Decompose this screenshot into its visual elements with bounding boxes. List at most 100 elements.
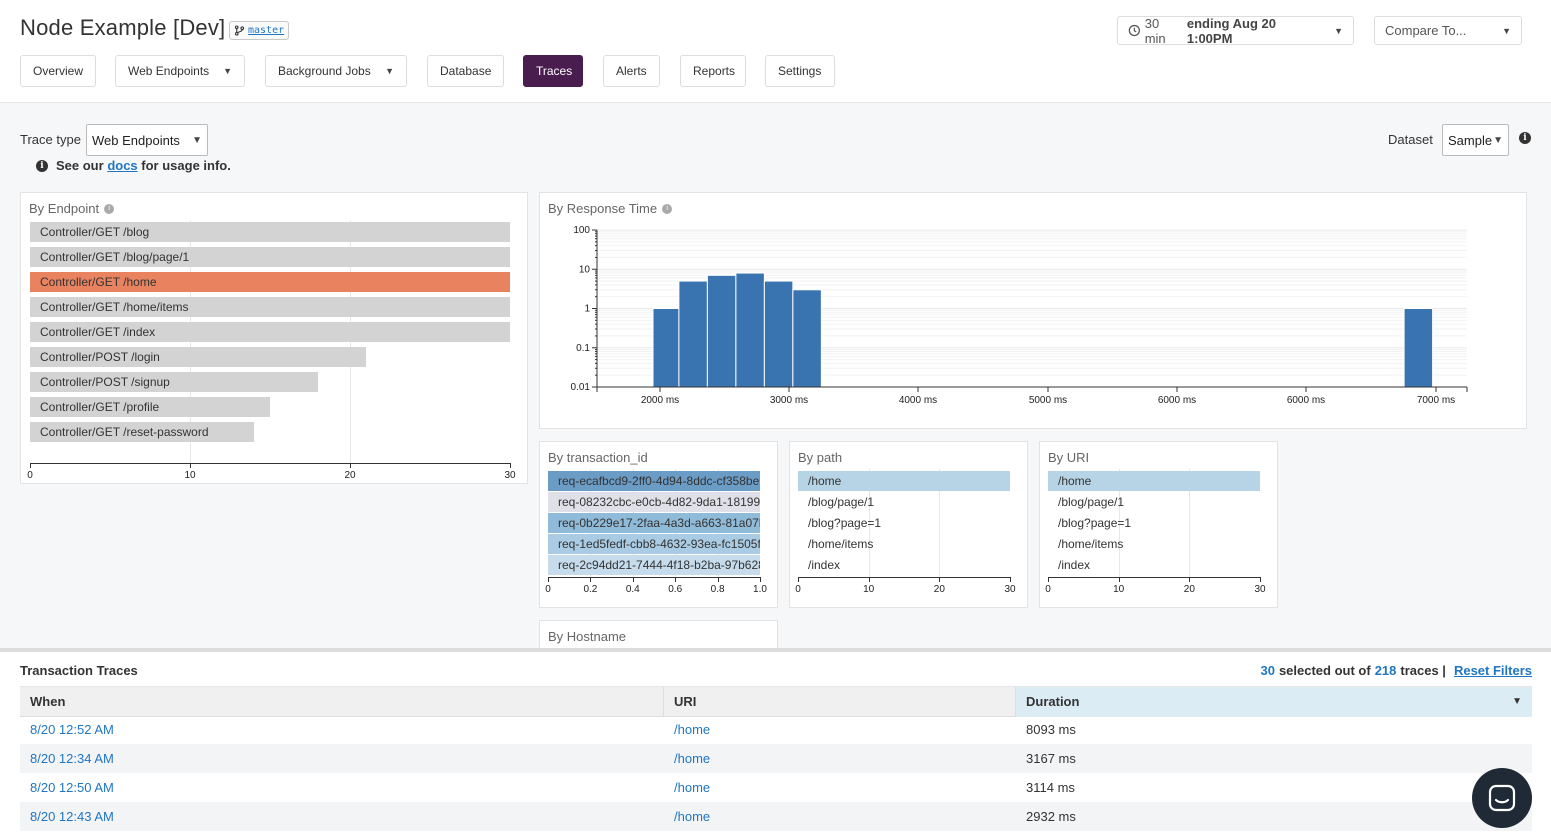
column-header-duration[interactable]: Duration ▼ <box>1016 687 1532 717</box>
histogram-bar[interactable] <box>706 274 737 388</box>
branch-badge[interactable]: master <box>229 21 290 40</box>
axis-tick-label: 10 <box>863 584 875 595</box>
sort-desc-icon: ▼ <box>1512 696 1522 707</box>
bar-item[interactable]: Controller/GET /index <box>30 322 510 342</box>
bar-item[interactable]: /blog/page/1 <box>808 495 875 509</box>
cell-when: 8/20 12:50 AM <box>20 773 114 802</box>
by-endpoint-panel: By Endpoint i 0 10 20 30 Controller/GET /blog… <box>20 192 528 484</box>
tab-settings[interactable]: Settings <box>765 55 835 87</box>
response-time-histogram[interactable]: 100 10 1 0.1 0.01 2000 ms 3000 ms 4000 ms 5000 m… <box>540 193 1526 428</box>
column-header-label: Duration <box>1026 694 1080 709</box>
histogram-bar[interactable] <box>763 280 794 388</box>
gridline <box>939 469 941 577</box>
info-icon[interactable]: i <box>662 203 673 214</box>
histogram-bar[interactable] <box>652 308 680 388</box>
bar-item[interactable]: Controller/GET /home <box>30 272 510 292</box>
compare-to-label: Compare To... <box>1385 23 1467 38</box>
table-row[interactable]: 8/20 12:34 AM/home 3167 ms <box>20 744 1532 773</box>
bar-item[interactable]: Controller/POST /login <box>30 347 366 367</box>
bar-item[interactable]: /home <box>1048 471 1260 491</box>
when-link[interactable]: 8/20 12:52 AM <box>30 722 114 737</box>
bar-item[interactable]: Controller/POST /signup <box>30 372 318 392</box>
chat-launcher-button[interactable] <box>1472 768 1532 828</box>
table-row[interactable]: 8/20 12:43 AM/home 2932 ms <box>20 802 1532 831</box>
bar-item[interactable]: /blog/page/1 <box>1058 495 1125 509</box>
bar-item[interactable]: Controller/GET /blog <box>30 222 510 242</box>
bar-item[interactable]: /index <box>1058 558 1091 572</box>
uri-link[interactable]: /home <box>674 809 711 824</box>
bar-item[interactable]: Controller/GET /home/items <box>30 297 510 317</box>
uri-link[interactable]: /home <box>674 722 711 737</box>
bar-item[interactable]: Controller/GET /reset-password <box>30 422 254 442</box>
panel-title: By Endpoint i <box>29 201 115 216</box>
bar-item[interactable]: /home/items <box>808 537 874 551</box>
x-tick-label: 6000 ms <box>1287 395 1325 406</box>
histogram-bar[interactable] <box>792 289 822 388</box>
compare-to-dropdown[interactable]: Compare To... ▼ <box>1374 16 1522 45</box>
histogram-bar[interactable] <box>735 272 765 388</box>
tab-overview[interactable]: Overview <box>20 55 96 87</box>
trace-type-select[interactable]: Web Endpoints ▼ <box>86 124 208 156</box>
bar-item[interactable]: /home/items <box>1058 537 1124 551</box>
axis-tick <box>30 463 31 468</box>
docs-link[interactable]: docs <box>107 158 138 173</box>
table-row[interactable]: 8/20 12:50 AM/home 3114 ms <box>20 773 1532 802</box>
uri-link[interactable]: /home <box>674 780 711 795</box>
dataset-select[interactable]: Sample ▼ <box>1442 124 1509 156</box>
axis-tick-label: 1.0 <box>753 584 767 595</box>
cell-when: 8/20 12:34 AM <box>20 744 114 773</box>
bar-item[interactable]: req-0b229e17-2faa-4a3d-a663-81a07b9 <box>548 513 760 533</box>
reset-filters-link[interactable]: Reset Filters <box>1453 663 1532 678</box>
when-link[interactable]: 8/20 12:50 AM <box>30 780 114 795</box>
tab-database[interactable]: Database <box>427 55 504 87</box>
tab-traces[interactable]: Traces <box>523 55 583 87</box>
branch-link[interactable]: master <box>248 25 285 36</box>
tab-alerts[interactable]: Alerts <box>603 55 660 87</box>
panel-title-text: By transaction_id <box>548 450 648 465</box>
bar-item[interactable]: Controller/GET /blog/page/1 <box>30 247 510 267</box>
axis-tick-label: 0 <box>795 584 801 595</box>
tab-label: Alerts <box>616 64 647 78</box>
when-link[interactable]: 8/20 12:43 AM <box>30 809 114 824</box>
bar-item[interactable]: /blog?page=1 <box>1058 516 1132 530</box>
axis-tick <box>760 577 761 582</box>
bar-item[interactable]: /index <box>808 558 841 572</box>
axis-tick-label: 20 <box>344 470 356 481</box>
chevron-down-icon: ▼ <box>192 134 202 146</box>
docs-prefix: See our <box>56 158 104 173</box>
info-icon: i <box>36 159 48 172</box>
cell-duration: 2932 ms <box>1026 809 1076 824</box>
axis-tick-label: 0.8 <box>710 584 725 595</box>
cell-duration: 3167 ms <box>1026 751 1076 766</box>
transaction-traces-section: Transaction Traces 30 selected out of 21… <box>0 648 1551 832</box>
bar-item[interactable]: req-2c94dd21-7444-4f18-b2ba-97b6281b <box>548 555 760 575</box>
x-axis <box>798 577 1010 578</box>
when-link[interactable]: 8/20 12:34 AM <box>30 751 114 766</box>
tab-web-endpoints[interactable]: Web Endpoints ▼ <box>115 55 245 87</box>
bar-item[interactable]: Controller/GET /profile <box>30 397 270 417</box>
time-range-picker[interactable]: 30 min ending Aug 20 1:00PM ▼ <box>1117 16 1354 46</box>
column-header-when[interactable]: When <box>20 687 664 717</box>
histogram-bar[interactable] <box>678 280 708 388</box>
app-title: Node Example [Dev] <box>20 15 226 40</box>
bar-item[interactable]: /blog?page=1 <box>808 516 882 530</box>
bar-item[interactable]: req-08232cbc-e0cb-4d82-9da1-181997d <box>548 492 760 512</box>
bar-item[interactable]: req-1ed5fedf-cbb8-4632-93ea-fc1505f3b <box>548 534 760 554</box>
histogram-bar[interactable] <box>1403 308 1434 388</box>
bar-item[interactable]: req-ecafbcd9-2ff0-4d94-8ddc-cf358be9 <box>548 471 760 491</box>
table-row[interactable]: 8/20 12:52 AM/home 8093 ms <box>20 715 1532 744</box>
axis-tick <box>1048 577 1049 582</box>
uri-link[interactable]: /home <box>674 751 711 766</box>
trace-type-label: Trace type <box>20 132 81 147</box>
info-icon[interactable]: i <box>1519 132 1531 144</box>
info-icon[interactable]: i <box>104 203 115 214</box>
panel-title-text: By Hostname <box>548 629 627 644</box>
axis-tick-label: 10 <box>184 470 196 481</box>
tab-background-jobs[interactable]: Background Jobs ▼ <box>265 55 407 87</box>
column-header-uri[interactable]: URI <box>664 687 1016 717</box>
axis-tick <box>1118 577 1120 582</box>
axis-tick <box>939 577 941 582</box>
tab-reports[interactable]: Reports <box>680 55 746 87</box>
bar-item[interactable]: /home <box>798 471 1010 491</box>
axis-tick-label: 0.6 <box>668 584 683 595</box>
